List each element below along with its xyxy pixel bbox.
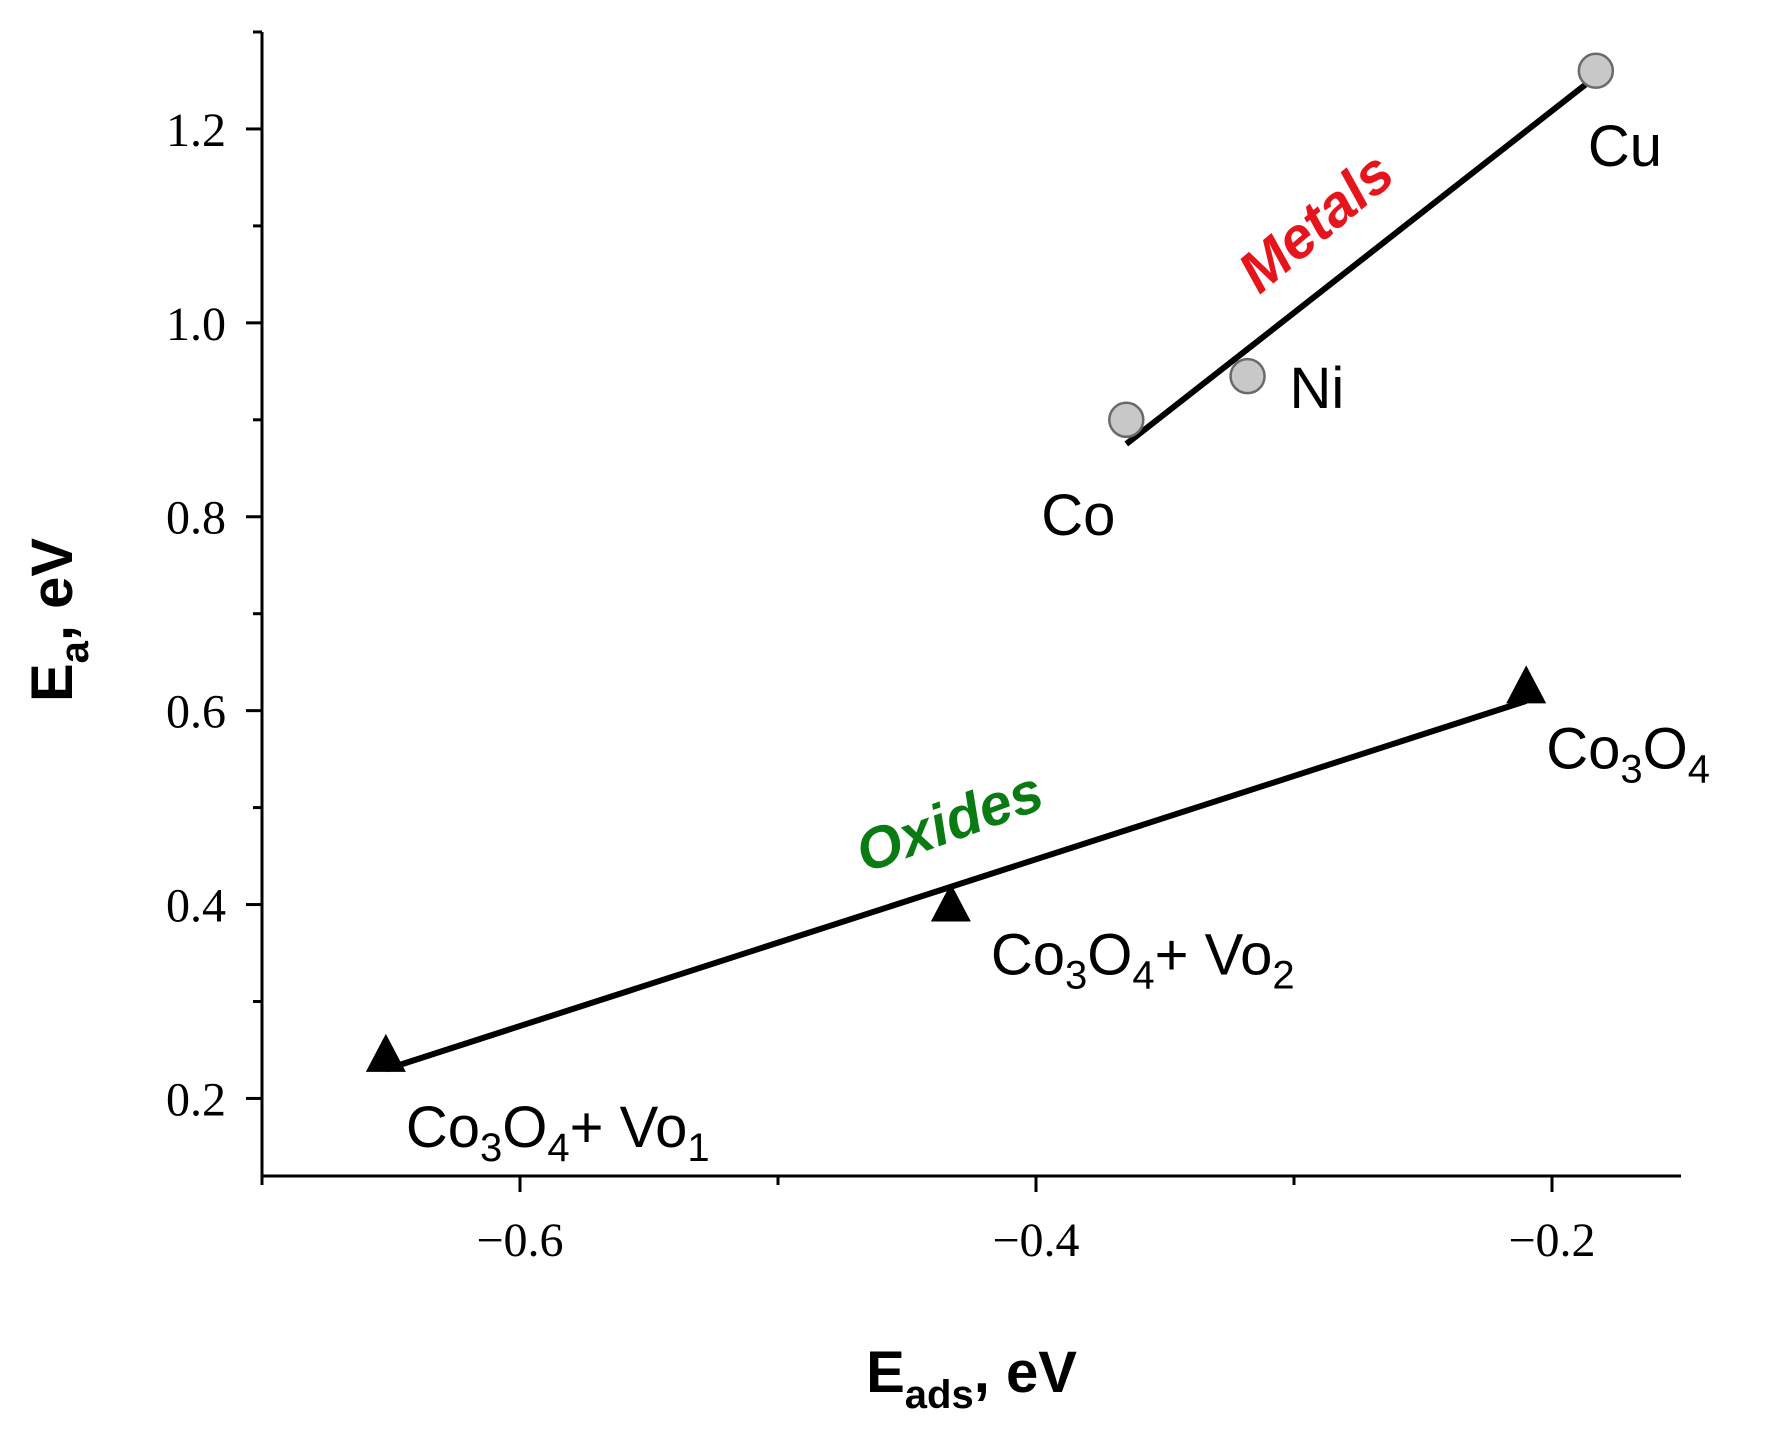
point-label: Ni (1290, 356, 1345, 421)
point-label: Co3O4+ Vo1 (406, 1095, 710, 1170)
point-label: Co3O4 (1546, 716, 1710, 791)
data-points (365, 52, 1615, 1072)
x-tick-label: −0.2 (1508, 1214, 1595, 1267)
data-point (365, 1033, 406, 1072)
ticks: 0.2 0.4 0.6 0.8 1.0 1.2 −0.6 −0.4 −0.2 (166, 30, 1596, 1267)
axis-titles: Eads, eV Ea, eV (20, 538, 1077, 1417)
y-tick-label: 0.6 (166, 686, 226, 739)
y-axis-title: Ea, eV (20, 538, 97, 702)
fit-line-metals (1124, 78, 1593, 447)
y-tick-label: 0.8 (166, 492, 226, 545)
point-label: Co (1041, 483, 1115, 548)
x-tick-label: −0.6 (476, 1214, 563, 1267)
y-tick-label: 1.2 (166, 104, 226, 157)
y-tick-label: 1.0 (166, 298, 226, 351)
x-axis-title: Eads, eV (866, 1340, 1077, 1417)
data-point (1506, 665, 1547, 704)
fit-lines (384, 78, 1593, 1073)
data-point (1108, 401, 1145, 439)
series-label-metals: Metals (1226, 139, 1406, 305)
data-point (1229, 357, 1266, 395)
x-tick-label: −0.4 (992, 1214, 1079, 1267)
data-point (930, 883, 971, 922)
point-label: Cu (1588, 114, 1662, 179)
fit-line-oxides (384, 698, 1528, 1073)
y-tick-label: 0.2 (166, 1073, 226, 1126)
point-labels: Co Ni Cu Co3O4+ Vo1 Co3O4+ Vo2 Co3O4 (406, 114, 1710, 1170)
y-tick-label: 0.4 (166, 880, 226, 933)
axes (260, 32, 1681, 1178)
data-point (1577, 52, 1615, 90)
point-label: Co3O4+ Vo2 (991, 923, 1295, 998)
